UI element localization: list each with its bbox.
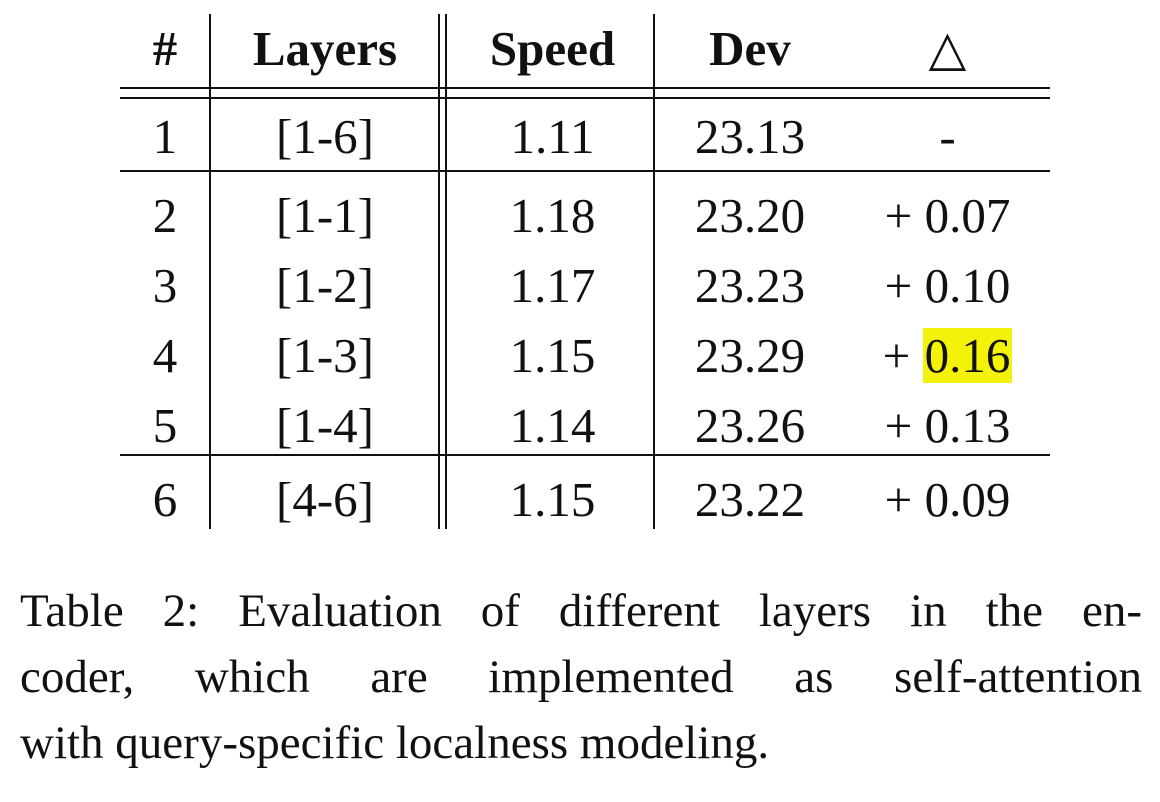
table-top-rule-a <box>120 87 1050 89</box>
delta-sign: + <box>884 398 913 453</box>
table-cell-layers: [1-6] <box>276 109 374 164</box>
caption-line: coder, which are implemented as self-att… <box>20 651 1142 703</box>
table-cell-layers: [1-1] <box>276 188 374 243</box>
caption-line: Table 2: Evaluation of different layers … <box>20 585 1142 637</box>
table-cell-delta: + 0.10 <box>845 251 1050 321</box>
table-top-rule-b <box>120 97 1050 99</box>
table-caption: Table 2: Evaluation of different layers … <box>20 578 1142 776</box>
table-group-rule-2 <box>120 454 1050 456</box>
table-cell-num: 1 <box>152 109 178 164</box>
col-divider-speed <box>653 14 655 529</box>
delta-value: 0.13 <box>924 398 1011 453</box>
delta-value: 0.09 <box>924 472 1011 527</box>
table-cell-speed: 1.15 <box>509 328 596 383</box>
delta-value: - <box>939 109 956 164</box>
header-delta: △ <box>928 21 967 76</box>
results-table: # Layers Speed Dev △ 1 [1-6] 1.11 23.13 … <box>120 14 1050 529</box>
table-cell-speed: 1.11 <box>510 109 595 164</box>
table-cell-dev: 23.20 <box>694 188 806 243</box>
table-cell-layers: [1-2] <box>276 258 374 313</box>
table-cell-speed: 1.14 <box>509 398 596 453</box>
table-cell-num: 3 <box>152 258 178 313</box>
col-divider-num <box>209 14 211 529</box>
delta-value: 0.07 <box>924 188 1011 243</box>
table-cell-num: 2 <box>152 188 178 243</box>
delta-sign: + <box>884 472 913 527</box>
table-cell-num: 5 <box>152 398 178 453</box>
table-cell-num: 6 <box>152 472 178 527</box>
table-cell-layers: [4-6] <box>276 472 374 527</box>
table-group-rule-1 <box>120 170 1050 172</box>
table-cell-delta: + 0.07 <box>845 181 1050 251</box>
table-cell-dev: 23.22 <box>694 472 806 527</box>
header-dev: Dev <box>709 21 791 76</box>
table-cell-delta: - <box>845 102 1050 172</box>
delta-sign: + <box>884 258 913 313</box>
table-cell-speed: 1.17 <box>509 258 596 313</box>
header-num: # <box>152 21 178 76</box>
delta-sign: + <box>884 188 913 243</box>
table-cell-layers: [1-3] <box>276 328 374 383</box>
table-cell-dev: 23.23 <box>694 258 806 313</box>
table-cell-dev: 23.13 <box>694 109 806 164</box>
table-cell-delta: + 0.13 <box>845 391 1050 461</box>
table-cell-delta: + 0.09 <box>845 465 1050 535</box>
table-cell-layers: [1-4] <box>276 398 374 453</box>
col-divider-layers-b <box>445 14 447 529</box>
highlighted-delta-value: 0.16 <box>922 328 1013 383</box>
delta-value: 0.10 <box>924 258 1011 313</box>
delta-sign: + <box>882 328 911 383</box>
table-cell-speed: 1.18 <box>509 188 596 243</box>
col-divider-layers-a <box>438 14 440 529</box>
table-cell-delta: + 0.16 <box>845 321 1050 391</box>
table-cell-num: 4 <box>152 328 178 383</box>
table-cell-dev: 23.26 <box>694 398 806 453</box>
header-speed: Speed <box>489 21 616 76</box>
caption-line: with query-specific localness modeling. <box>20 717 770 769</box>
table-cell-dev: 23.29 <box>694 328 806 383</box>
table-cell-speed: 1.15 <box>509 472 596 527</box>
header-layers: Layers <box>252 21 398 76</box>
